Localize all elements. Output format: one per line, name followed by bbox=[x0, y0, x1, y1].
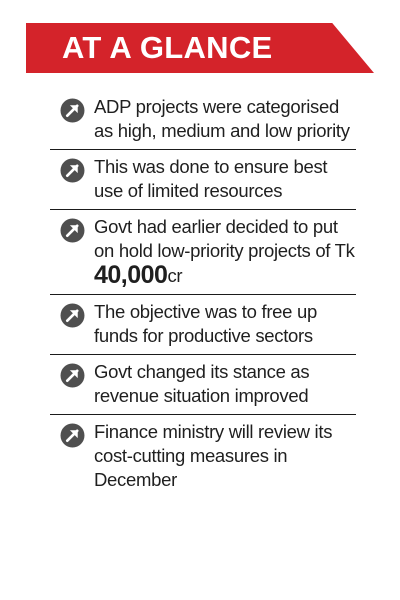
header-banner bbox=[26, 23, 374, 73]
list-item: This was done to ensure best use of limi… bbox=[50, 150, 356, 210]
list-item: The objective was to free up funds for p… bbox=[50, 295, 356, 355]
list-item: Govt had earlier decided to put on hold … bbox=[50, 210, 356, 295]
arrow-circle-icon bbox=[60, 423, 85, 448]
list-item: ADP projects were categorised as high, m… bbox=[50, 90, 356, 150]
item-text: This was done to ensure best use of limi… bbox=[94, 156, 328, 201]
list-item: Govt changed its stance as revenue situa… bbox=[50, 355, 356, 415]
arrow-circle-icon bbox=[60, 303, 85, 328]
arrow-circle-icon bbox=[60, 158, 85, 183]
arrow-circle-icon bbox=[60, 363, 85, 388]
amount-value: 40,000 bbox=[94, 261, 168, 289]
arrow-circle-icon bbox=[60, 218, 85, 243]
item-text-after: cr bbox=[167, 265, 183, 286]
arrow-circle-icon bbox=[60, 98, 85, 123]
item-text: ADP projects were categorised as high, m… bbox=[94, 96, 350, 141]
item-text: Govt changed its stance as revenue situa… bbox=[94, 361, 310, 406]
item-text: Govt had earlier decided to put on hold … bbox=[94, 215, 356, 288]
list-item: Finance ministry will review its cost-cu… bbox=[50, 415, 356, 498]
item-text: Finance ministry will review its cost-cu… bbox=[94, 421, 333, 490]
item-text: The objective was to free up funds for p… bbox=[94, 301, 317, 346]
bullet-list: ADP projects were categorised as high, m… bbox=[50, 90, 356, 498]
item-text-before: Govt had earlier decided to put on hold … bbox=[94, 216, 355, 261]
header-title: AT A GLANCE bbox=[62, 30, 273, 65]
